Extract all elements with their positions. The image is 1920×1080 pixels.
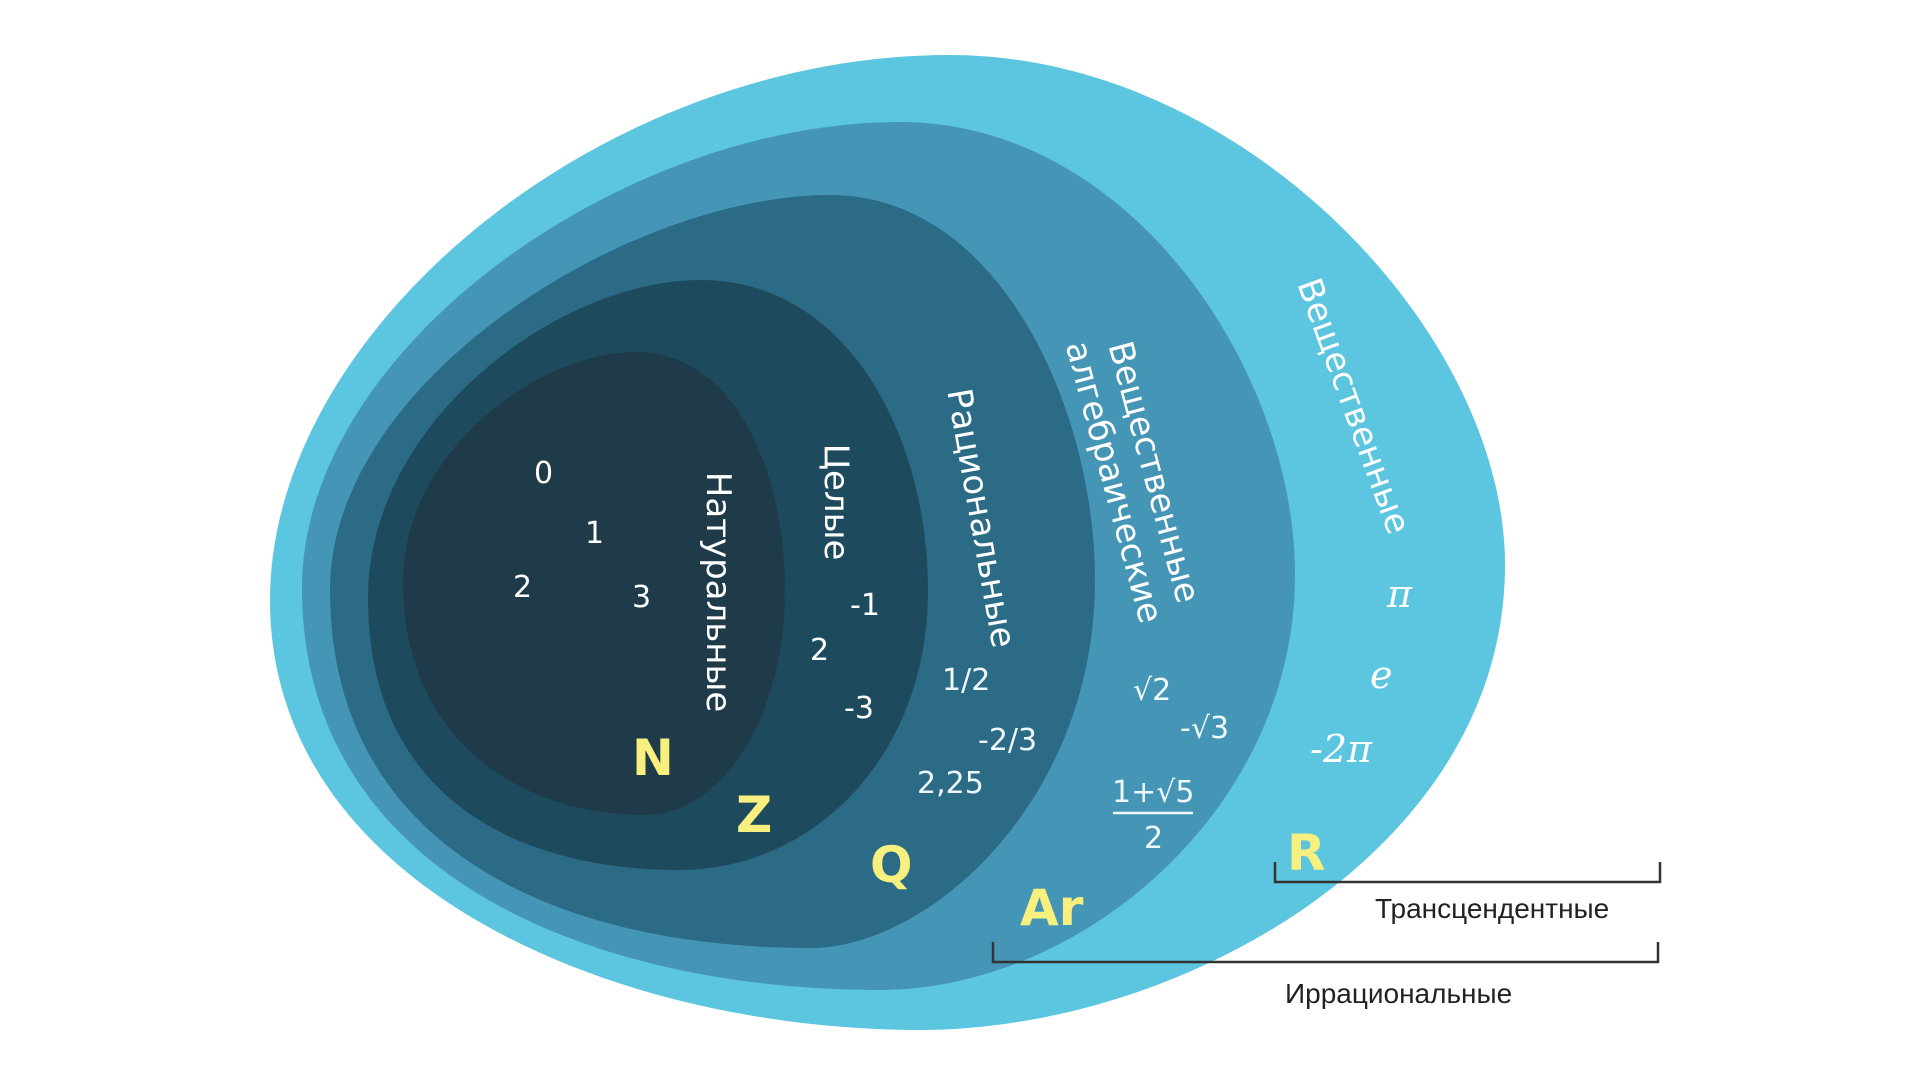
algebraic-example-golden-numerator: 1+√5 [1112, 775, 1194, 810]
transcendental-bracket [1273, 862, 1662, 884]
natural-example: 2 [513, 570, 532, 605]
natural-example: 1 [585, 516, 604, 551]
natural-set-label: Натуральные [698, 472, 738, 713]
rational-set-letter: Q [870, 836, 913, 894]
irrational-bracket [991, 942, 1660, 964]
transcendental-example-e: e [1370, 653, 1393, 697]
algebraic-example-golden-denominator: 2 [1144, 821, 1163, 856]
integer-example: 2 [810, 633, 829, 668]
integer-set-label: Целые [816, 444, 856, 561]
natural-example: 3 [632, 580, 651, 615]
algebraic-example-neg-sqrt3: -√3 [1180, 711, 1229, 746]
algebraic-example-sqrt2: √2 [1133, 673, 1171, 708]
irrational-bracket-label: Иррациональные [1285, 978, 1512, 1009]
transcendental-bracket-label: Трансцендентные [1375, 893, 1609, 924]
integer-example: -3 [844, 691, 874, 726]
natural-example: 0 [534, 456, 553, 491]
transcendental-example-pi: π [1386, 572, 1413, 616]
natural-set-letter: N [632, 729, 674, 787]
integer-example: -1 [850, 588, 880, 623]
transcendental-example-neg-2pi: -2π [1310, 727, 1373, 771]
integer-set-letter: Z [736, 786, 772, 844]
rational-example: -2/3 [978, 723, 1037, 758]
rational-example: 1/2 [942, 663, 990, 698]
rational-example: 2,25 [917, 766, 984, 801]
natural-numbers-region [403, 352, 785, 815]
real-set-letter: R [1287, 824, 1326, 882]
algebraic-set-letter: Ar [1020, 879, 1084, 937]
